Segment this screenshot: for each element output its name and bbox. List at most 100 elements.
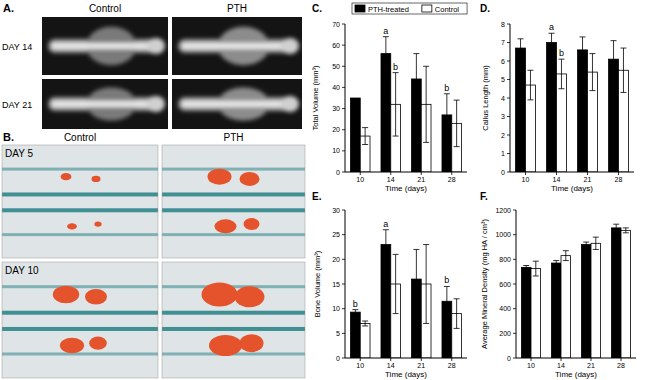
- error-bar: [553, 261, 559, 266]
- marks: [350, 230, 461, 358]
- error-line: [446, 286, 447, 316]
- y-axis: [345, 24, 346, 172]
- error-line: [561, 59, 562, 89]
- panel-label: A.: [3, 2, 14, 14]
- x-tick-label: 21: [587, 362, 595, 369]
- column-header: PTH: [224, 132, 244, 143]
- y-axis-label: Average Mineral Density (mg HA / cm³): [480, 219, 489, 349]
- column-header: Control: [89, 3, 121, 14]
- row-label: DAY 5: [5, 148, 33, 159]
- cortex: [162, 327, 305, 331]
- x-tick-label: 28: [617, 362, 625, 369]
- x-tick: [451, 358, 452, 361]
- tissue: [2, 352, 158, 355]
- radiograph: [172, 17, 302, 75]
- error-line: [385, 37, 386, 71]
- x-tick: [421, 172, 422, 175]
- y-tick-label: 600: [499, 281, 511, 288]
- error-cap: [611, 77, 617, 78]
- error-cap: [580, 36, 586, 37]
- error-cap: [362, 144, 368, 145]
- error-cap: [393, 72, 399, 73]
- legend-label: PTH-treated: [368, 5, 409, 14]
- x-tick-label: 10: [356, 176, 364, 183]
- error-line: [623, 48, 624, 92]
- epiphysis: [281, 96, 299, 112]
- cartilage: [94, 221, 101, 226]
- bone: [178, 88, 299, 121]
- error-cap: [413, 308, 419, 309]
- error-cap: [583, 242, 589, 243]
- annotation: a: [549, 22, 554, 32]
- chart: D.01234567810142128Time (days)Callus Len…: [480, 3, 634, 193]
- error-cap: [563, 260, 569, 261]
- error-bar: [580, 37, 586, 63]
- y-tick-label: 0: [501, 169, 505, 176]
- error-bar: [423, 245, 429, 324]
- error-line: [446, 94, 447, 136]
- bone-core: [182, 43, 292, 49]
- error-cap: [393, 254, 399, 255]
- annotation: b: [444, 83, 449, 93]
- error-cap: [454, 100, 460, 101]
- error-bar: [518, 39, 524, 58]
- error-bar: [589, 54, 595, 91]
- legend: PTH-treatedControl: [352, 3, 467, 14]
- y-tick-label: 20: [332, 256, 340, 263]
- error-bar: [362, 128, 368, 145]
- y-axis-label: Bone Volume (mm³): [313, 250, 322, 317]
- error-bar: [523, 266, 529, 270]
- y-tick-label: 20: [332, 126, 340, 133]
- radiograph-bg: [172, 17, 302, 75]
- bar: [561, 256, 571, 358]
- histology-frame: [2, 262, 158, 378]
- y-tick-label: 8: [501, 21, 505, 28]
- error-cap: [383, 70, 389, 71]
- histology: [162, 262, 305, 378]
- radiograph-bg: [172, 79, 302, 129]
- error-cap: [620, 48, 626, 49]
- x-tick: [421, 358, 422, 361]
- x-tick-label: 21: [584, 176, 592, 183]
- y-axis: [516, 210, 517, 358]
- error-cap: [523, 265, 529, 266]
- cartilage: [92, 176, 101, 182]
- error-line: [365, 321, 366, 326]
- column-header: Control: [64, 132, 96, 143]
- error-line: [355, 310, 356, 315]
- x-axis-label: Time (days): [385, 370, 427, 379]
- y-tick-label: 3: [501, 113, 505, 120]
- x-tick: [618, 172, 619, 175]
- annotation: a: [383, 219, 388, 229]
- cortex: [2, 327, 158, 331]
- x-tick: [561, 358, 562, 361]
- error-cap: [613, 224, 619, 225]
- bar: [621, 230, 631, 358]
- histology-bg: [2, 145, 158, 258]
- bar: [591, 243, 601, 358]
- y-tick-label: 10: [332, 147, 340, 154]
- error-bar: [454, 100, 460, 147]
- chart: E.05101520253010142128Time (days)Bone Vo…: [312, 191, 467, 379]
- error-line: [551, 33, 552, 52]
- histology-frame: [162, 145, 305, 258]
- error-cap: [423, 66, 429, 67]
- error-cap: [593, 249, 599, 250]
- panel-label: D.: [480, 3, 490, 14]
- error-cap: [362, 321, 368, 322]
- histology-bg: [162, 145, 305, 258]
- error-cap: [563, 250, 569, 251]
- cartilage: [235, 286, 265, 307]
- tissue: [162, 168, 305, 171]
- error-bar: [620, 48, 626, 92]
- error-cap: [533, 261, 539, 262]
- histology-bg: [2, 262, 158, 378]
- tissue: [2, 233, 158, 236]
- error-cap: [423, 244, 429, 245]
- bar: [381, 245, 391, 358]
- y-tick-label: 30: [332, 207, 340, 214]
- histology: [2, 262, 158, 378]
- error-cap: [589, 90, 595, 91]
- cartilage: [215, 219, 237, 233]
- error-cap: [589, 53, 595, 54]
